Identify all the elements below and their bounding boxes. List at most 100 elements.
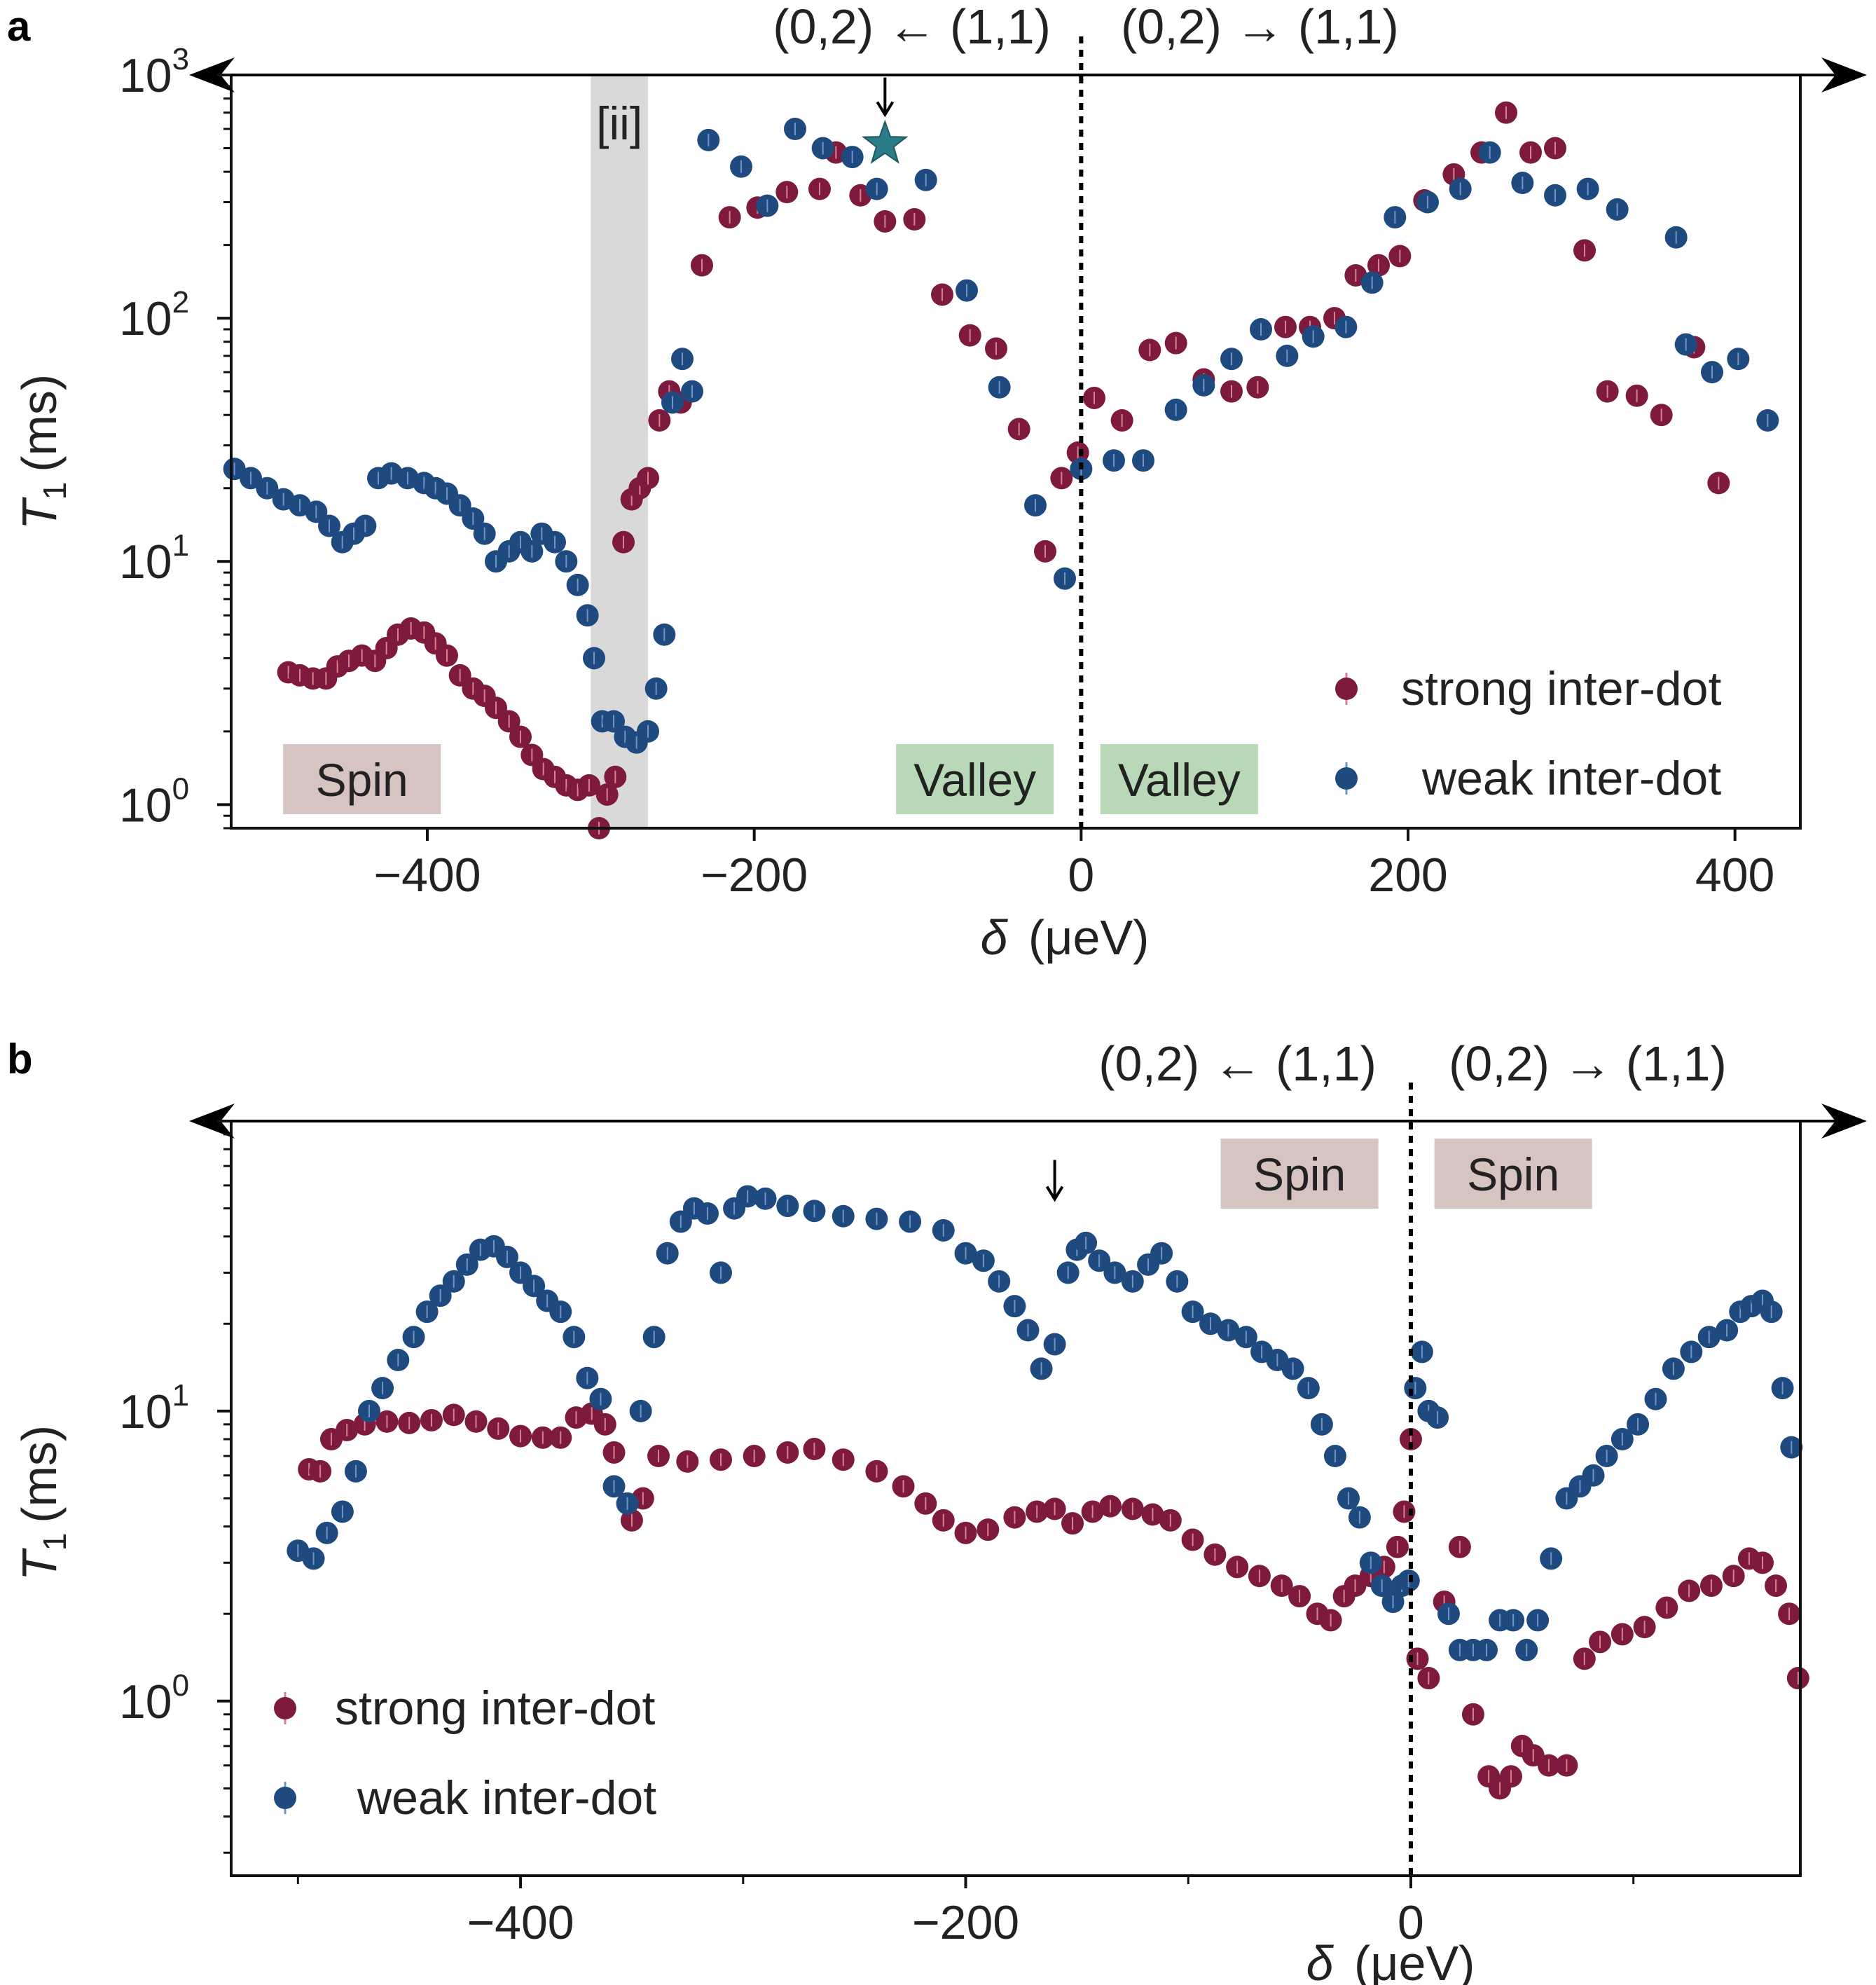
data-point xyxy=(637,720,659,743)
data-point xyxy=(1220,348,1243,371)
data-point xyxy=(1323,1445,1346,1468)
data-point xyxy=(357,1399,380,1422)
data-point xyxy=(1088,1249,1111,1272)
data-point xyxy=(1110,408,1133,432)
region-label-spin: Spin xyxy=(1253,1148,1346,1200)
data-point xyxy=(1627,1413,1650,1436)
region-box-spin xyxy=(1434,1139,1592,1209)
data-point xyxy=(1644,1387,1667,1410)
x-tick-label: −400 xyxy=(373,849,481,902)
data-point xyxy=(932,1509,955,1532)
data-point xyxy=(240,467,262,490)
data-point xyxy=(1544,184,1566,207)
region-label-spin: Spin xyxy=(316,754,408,806)
data-point xyxy=(509,1424,532,1448)
data-point xyxy=(1007,418,1030,441)
data-point xyxy=(899,1210,922,1233)
arrowhead-right-icon xyxy=(1821,57,1867,92)
x-label-unit: (μeV) xyxy=(1354,1936,1475,1985)
data-point xyxy=(576,604,599,627)
data-point xyxy=(1633,1616,1656,1639)
data-point xyxy=(865,177,888,200)
data-point xyxy=(1410,1340,1433,1364)
data-point xyxy=(932,1218,955,1242)
data-point xyxy=(1786,1667,1809,1690)
data-point xyxy=(1250,318,1272,341)
data-point xyxy=(710,1448,733,1471)
data-point xyxy=(1083,386,1105,409)
x-ticks: −400 −200 0 xyxy=(296,1876,1635,1949)
data-point xyxy=(336,1419,359,1442)
data-point xyxy=(549,1426,572,1449)
data-point xyxy=(1778,1602,1801,1626)
data-point xyxy=(1159,1509,1182,1532)
data-point xyxy=(1061,1512,1084,1535)
data-point xyxy=(977,1518,1000,1541)
region-box-valley xyxy=(1100,744,1258,814)
region-label-valley: Valley xyxy=(1118,754,1241,806)
star-marker xyxy=(862,119,909,164)
data-point xyxy=(523,1275,546,1298)
y-label-symbol: T xyxy=(12,1548,67,1581)
data-point xyxy=(1674,333,1697,356)
data-point xyxy=(697,128,720,151)
data-point xyxy=(736,1185,759,1208)
y-tick-label: 100 xyxy=(119,1668,189,1729)
data-point xyxy=(1727,348,1750,371)
data-point xyxy=(1537,1754,1560,1777)
data-point xyxy=(602,1441,626,1464)
data-point xyxy=(1606,198,1629,221)
data-point xyxy=(583,647,605,670)
data-point xyxy=(1026,1500,1049,1523)
data-point xyxy=(1099,1495,1122,1518)
data-point xyxy=(1370,1574,1393,1598)
data-point xyxy=(1121,1497,1144,1520)
data-point xyxy=(653,623,676,646)
data-point xyxy=(1448,1535,1471,1558)
panel-b-letter: b xyxy=(7,1036,33,1083)
data-point xyxy=(1499,1765,1522,1788)
data-point xyxy=(1449,177,1472,200)
data-point xyxy=(1302,325,1325,348)
pointer-arrow-icon xyxy=(1045,1160,1064,1202)
data-point xyxy=(803,1200,826,1223)
data-point xyxy=(1406,1647,1429,1670)
shaded-band-ii xyxy=(591,75,648,828)
data-point xyxy=(1234,1326,1257,1349)
data-point xyxy=(865,1207,888,1230)
data-point xyxy=(903,208,926,231)
data-point xyxy=(914,1492,937,1515)
data-point xyxy=(811,137,834,160)
data-point xyxy=(988,1270,1011,1293)
data-point xyxy=(1246,376,1269,399)
data-point xyxy=(1596,380,1619,403)
data-point xyxy=(544,530,566,554)
panel-a: a [ii] Spin Valley Valley (0,2) ← (1,1) (0… xyxy=(7,0,1867,965)
data-point xyxy=(1655,1596,1678,1619)
arrow-left-label: (0,2) ← (1,1) xyxy=(773,0,1051,54)
data-point xyxy=(1397,1570,1420,1593)
data-point xyxy=(1526,1609,1550,1632)
y-tick-label: 100 xyxy=(119,771,189,832)
data-point xyxy=(1248,1565,1271,1588)
y-axis-label: T1 (ms) xyxy=(12,1425,73,1581)
data-point xyxy=(1034,540,1056,563)
data-point xyxy=(1544,137,1566,160)
data-point xyxy=(354,514,377,537)
y-ticks: 100 101 102 103 xyxy=(119,42,231,832)
data-point xyxy=(1043,1497,1066,1520)
data-point xyxy=(1611,1428,1634,1451)
x-tick-label: 400 xyxy=(1695,849,1774,902)
data-point xyxy=(595,783,619,806)
data-point xyxy=(1716,1319,1739,1342)
region-box-spin xyxy=(283,744,441,814)
data-point xyxy=(914,168,937,191)
data-point xyxy=(1495,101,1517,124)
data-point xyxy=(1416,191,1439,214)
data-point xyxy=(1276,344,1299,367)
x-tick-label: 200 xyxy=(1368,849,1447,902)
panel-a-letter: a xyxy=(7,3,31,50)
data-point xyxy=(985,337,1007,360)
x-ticks: −400 −200 0 200 400 xyxy=(373,828,1774,902)
data-point xyxy=(832,1204,855,1228)
